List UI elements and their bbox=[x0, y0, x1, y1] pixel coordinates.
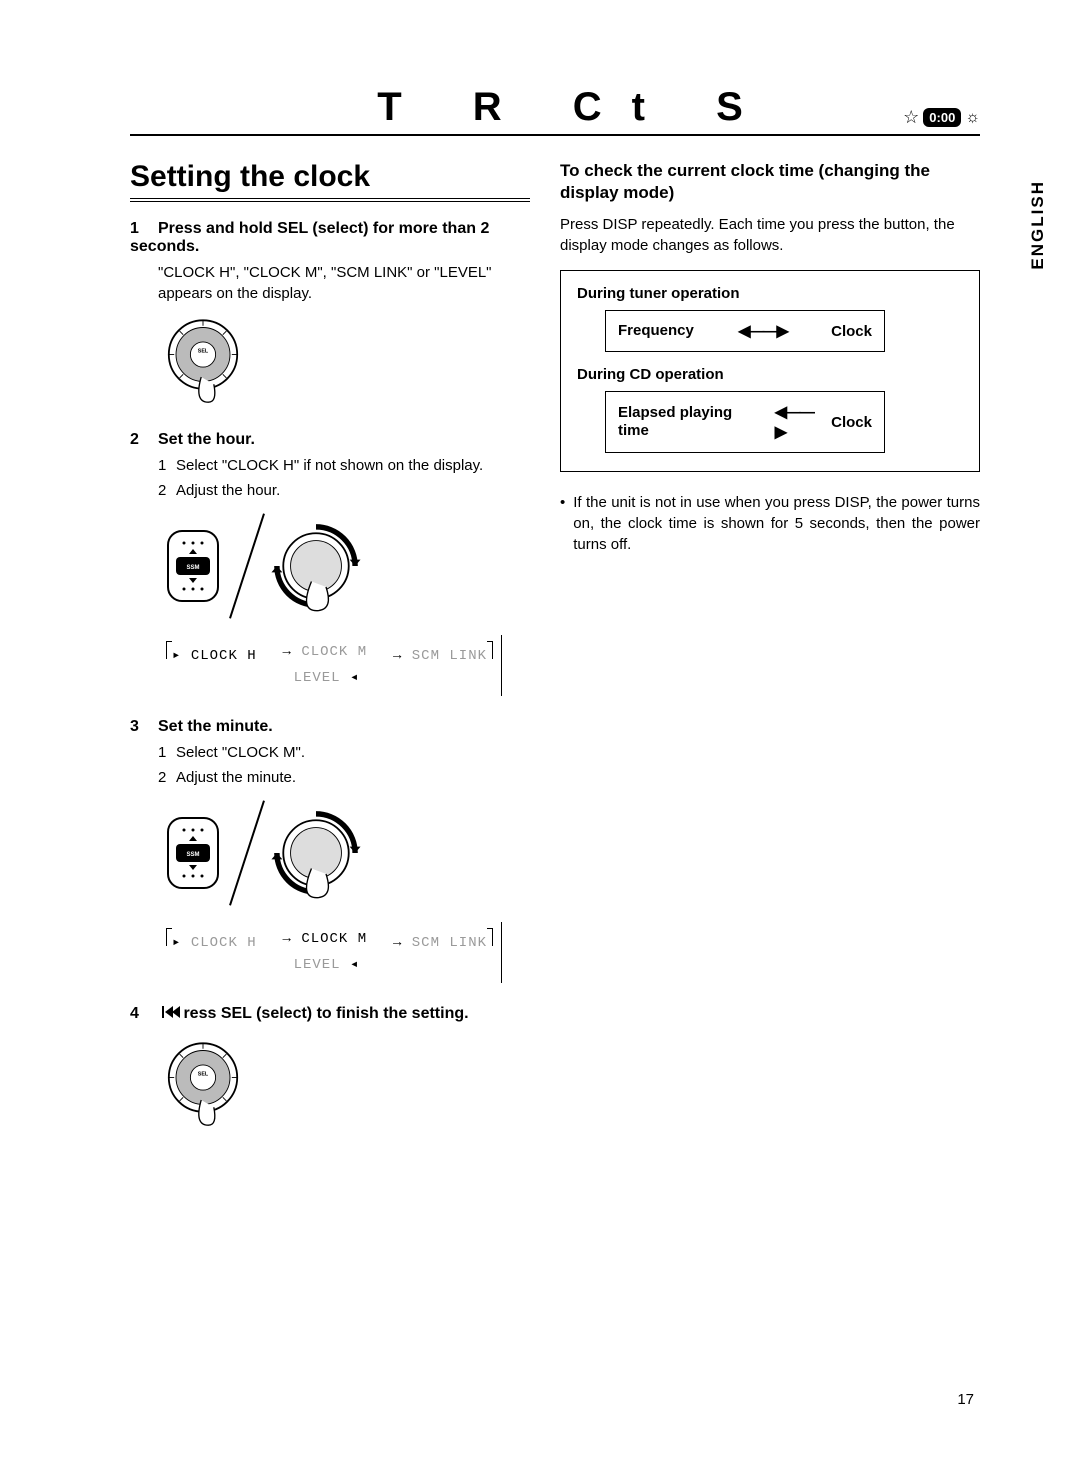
rocker-icon: SSM bbox=[158, 521, 228, 611]
lcd-sequence-hour: ▸ CLOCK H → CLOCK M → SCM LINK LEVEL ◂ bbox=[158, 635, 502, 696]
right-heading: To check the current clock time (changin… bbox=[560, 160, 980, 204]
step-2-illustration: SSM bbox=[158, 511, 530, 621]
rotary-dial-icon bbox=[266, 516, 366, 616]
language-tab: ENGLISH bbox=[1028, 180, 1048, 270]
step-2-item-1: 1Select "CLOCK H" if not shown on the di… bbox=[158, 455, 530, 476]
right-bullet-text: If the unit is not in use when you press… bbox=[573, 492, 980, 555]
right-column: To check the current clock time (changin… bbox=[560, 160, 980, 1154]
svg-text:SSM: SSM bbox=[186, 565, 199, 571]
mode-right-clock: Clock bbox=[831, 323, 872, 340]
step-2-item-2: 2Adjust the hour. bbox=[158, 480, 530, 501]
step-2: 2Set the hour. 1Select "CLOCK H" if not … bbox=[130, 431, 530, 696]
page-title: T R Ct S bbox=[337, 85, 773, 130]
sun-icon: ☼ bbox=[965, 109, 980, 127]
bullet-dot-icon: • bbox=[560, 492, 565, 555]
svg-text:SSM: SSM bbox=[186, 852, 199, 858]
step-1-title-text: Press and hold SEL (select) for more tha… bbox=[130, 220, 489, 255]
mode-row-tuner: During tuner operation Frequency ◀——▶ Cl… bbox=[577, 285, 963, 352]
mode-inner-tuner: Frequency ◀——▶ Clock bbox=[605, 310, 885, 352]
mode-inner-cd: Elapsed playing time ◀——▶ Clock bbox=[605, 391, 885, 453]
divider-slash bbox=[229, 513, 265, 618]
mode-right-clock: Clock bbox=[831, 414, 872, 431]
rewind-icon bbox=[162, 1006, 179, 1018]
step-2-title: 2Set the hour. bbox=[130, 431, 530, 449]
mode-left-elapsed: Elapsed playing time bbox=[618, 404, 767, 440]
clock-badge: 0:00 bbox=[923, 108, 961, 127]
star-icon: ☆ bbox=[903, 107, 919, 128]
mode-label-tuner: During tuner operation bbox=[577, 285, 963, 302]
page-title-row: T R Ct S ☆ 0:00 ☼ bbox=[130, 85, 980, 136]
svg-text:SEL: SEL bbox=[198, 1071, 209, 1077]
step-3: 3Set the minute. 1Select "CLOCK M". 2Adj… bbox=[130, 718, 530, 983]
step-1-body: "CLOCK H", "CLOCK M", "SCM LINK" or "LEV… bbox=[130, 262, 530, 304]
mode-row-cd: During CD operation Elapsed playing time… bbox=[577, 366, 963, 453]
sel-label: SEL bbox=[198, 349, 209, 355]
sel-dial-icon: SEL bbox=[158, 1037, 248, 1127]
step-4-title: 4 ress SEL (select) to finish the settin… bbox=[130, 1005, 530, 1023]
rocker-icon: SSM bbox=[158, 808, 228, 898]
display-mode-box: During tuner operation Frequency ◀——▶ Cl… bbox=[560, 270, 980, 472]
right-bullet: • If the unit is not in use when you pre… bbox=[560, 492, 980, 555]
step-3-illustration: SSM bbox=[158, 798, 530, 908]
step-4: 4 ress SEL (select) to finish the settin… bbox=[130, 1005, 530, 1132]
right-paragraph: Press DISP repeatedly. Each time you pre… bbox=[560, 214, 980, 256]
step-3-title-text: Set the minute. bbox=[158, 718, 273, 735]
bi-arrow-icon: ◀——▶ bbox=[775, 402, 823, 442]
bi-arrow-icon: ◀——▶ bbox=[738, 321, 787, 341]
step-3-item-1: 1Select "CLOCK M". bbox=[158, 742, 530, 763]
left-column: Setting the clock 1Press and hold SEL (s… bbox=[130, 160, 530, 1154]
step-2-title-text: Set the hour. bbox=[158, 431, 255, 448]
step-3-body: 1Select "CLOCK M". 2Adjust the minute. bbox=[130, 742, 530, 788]
mode-label-cd: During CD operation bbox=[577, 366, 963, 383]
step-1: 1Press and hold SEL (select) for more th… bbox=[130, 220, 530, 409]
lcd-sequence-minute: ▸ CLOCK H → CLOCK M → SCM LINK LEVEL ◂ bbox=[158, 922, 502, 983]
step-4-title-text: ress SEL (select) to finish the setting. bbox=[183, 1005, 468, 1022]
step-3-item-2: 2Adjust the minute. bbox=[158, 767, 530, 788]
divider-slash bbox=[229, 800, 265, 905]
step-3-title: 3Set the minute. bbox=[130, 718, 530, 736]
step-2-body: 1Select "CLOCK H" if not shown on the di… bbox=[130, 455, 530, 501]
rotary-dial-icon bbox=[266, 803, 366, 903]
sel-dial-icon: SEL bbox=[158, 314, 248, 404]
title-badge: ☆ 0:00 ☼ bbox=[903, 107, 980, 128]
section-heading: Setting the clock bbox=[130, 160, 530, 202]
mode-left-freq: Frequency bbox=[618, 322, 694, 340]
step-1-title: 1Press and hold SEL (select) for more th… bbox=[130, 220, 530, 256]
page-number: 17 bbox=[957, 1391, 974, 1408]
